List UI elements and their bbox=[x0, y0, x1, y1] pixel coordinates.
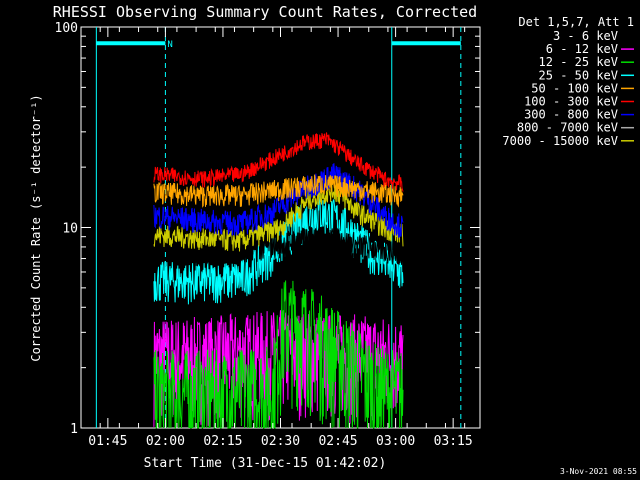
y-tick-label: 10 bbox=[62, 222, 78, 237]
x-tick-label: 02:00 bbox=[146, 434, 185, 449]
series-line-6-12-keV bbox=[153, 310, 404, 427]
attenuator-flag-label: N bbox=[167, 40, 172, 50]
y-tick-label: 100 bbox=[55, 21, 78, 36]
x-tick-label: 03:15 bbox=[434, 434, 473, 449]
legend-label: 6 - 12 keV bbox=[546, 42, 618, 56]
legend-header: Det 1,5,7, Att 1 bbox=[518, 15, 634, 29]
x-tick-label: 01:45 bbox=[88, 434, 127, 449]
cyan-markers: N bbox=[95, 27, 462, 428]
x-axis-label: Start Time (31-Dec-15 01:42:02) bbox=[144, 456, 387, 471]
legend-label: 12 - 25 keV bbox=[539, 55, 618, 69]
series-line-7000-15000-keV bbox=[153, 179, 404, 252]
x-tick-label: 03:00 bbox=[376, 434, 415, 449]
legend-label: 300 - 800 keV bbox=[524, 108, 618, 122]
legend-label: 800 - 7000 keV bbox=[517, 121, 618, 135]
series-line-3-6-keV bbox=[153, 226, 404, 266]
series-layer bbox=[153, 132, 404, 430]
series-line-100-300-keV bbox=[153, 132, 404, 192]
axis-ticks: 01:45 02:00 02:15 02:30 02:45 03:00 03:15 1 10 10… bbox=[55, 21, 480, 449]
legend-label: 50 - 100 keV bbox=[531, 81, 618, 95]
x-tick-label: 02:15 bbox=[203, 434, 242, 449]
x-tick-label: 02:30 bbox=[261, 434, 300, 449]
legend-label: 7000 - 15000 keV bbox=[502, 134, 618, 148]
legend-label: 100 - 300 keV bbox=[524, 95, 618, 109]
timestamp: 3-Nov-2021 08:55 bbox=[560, 467, 637, 476]
x-tick-label: 02:45 bbox=[318, 434, 357, 449]
chart-title: RHESSI Observing Summary Count Rates, Co… bbox=[53, 3, 477, 21]
y-axis-label: Corrected Count Rate (s⁻¹ detector⁻¹) bbox=[29, 94, 43, 361]
series-line-12-25-keV bbox=[153, 280, 404, 430]
series-line-50-100-keV bbox=[153, 174, 404, 208]
legend-label: 25 - 50 keV bbox=[539, 68, 618, 82]
legend-label: 3 - 6 keV bbox=[553, 29, 618, 43]
y-tick-label: 1 bbox=[70, 422, 78, 437]
